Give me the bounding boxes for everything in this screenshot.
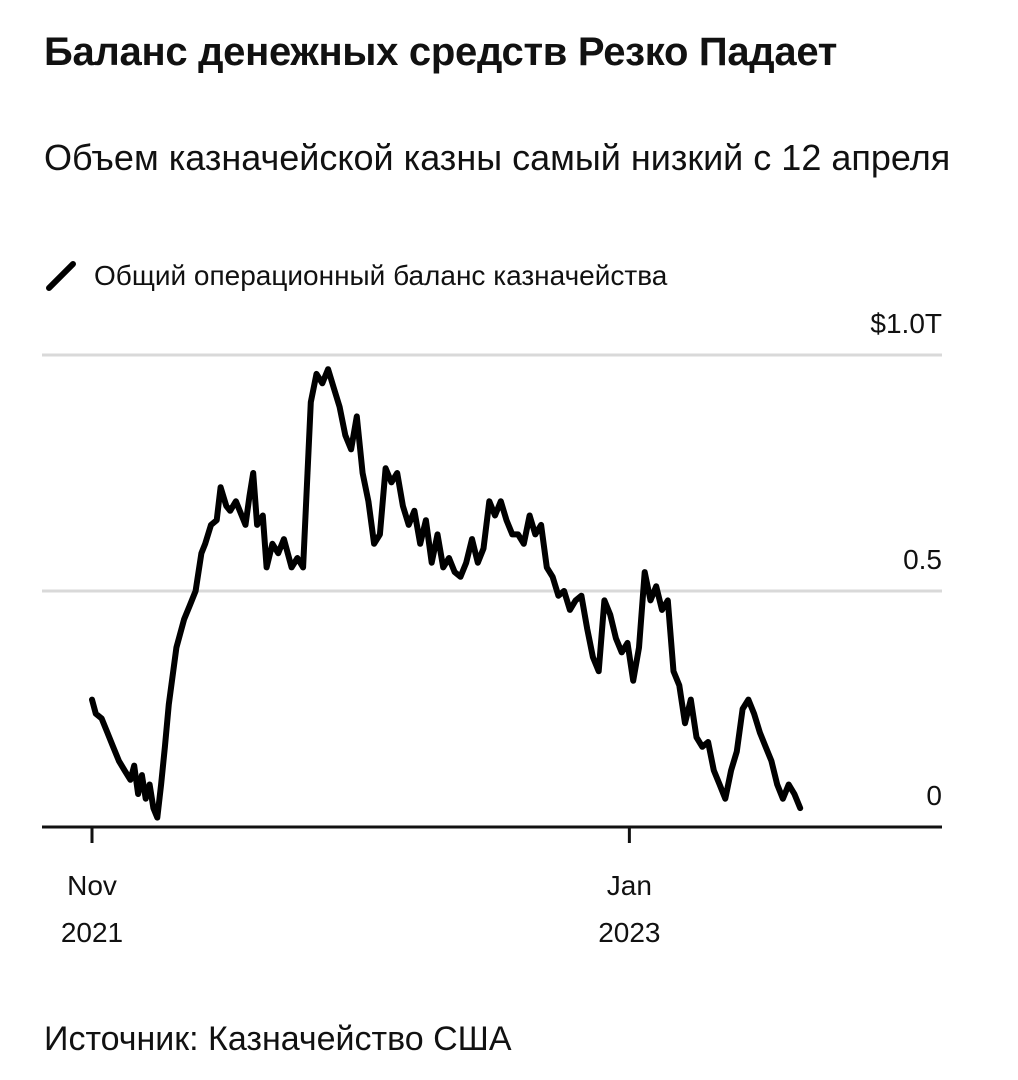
y-tick-label: 0.5 bbox=[903, 544, 942, 575]
x-tick-label: Nov bbox=[67, 870, 117, 901]
series-line bbox=[89, 366, 804, 821]
x-tick-label: 2023 bbox=[598, 917, 660, 948]
x-tick-label: Jan bbox=[607, 870, 652, 901]
source-note: Источник: Казначейство США bbox=[44, 1020, 512, 1058]
y-tick-label: 0 bbox=[926, 780, 942, 811]
legend: Общий операционный баланс казначейства bbox=[44, 256, 667, 296]
chart-subtitle: Объем казначейской казны самый низкий с … bbox=[44, 137, 951, 178]
chart-title: Баланс денежных средств Резко Падает bbox=[44, 30, 838, 74]
legend-label: Общий операционный баланс казначейства bbox=[94, 260, 668, 291]
line-swatch-icon bbox=[46, 261, 76, 291]
line-chart: $1.0T 0.5 0 Nov 2021 Jan 2023 bbox=[42, 308, 942, 948]
x-tick-label: 2021 bbox=[61, 917, 123, 948]
y-tick-label: $1.0T bbox=[870, 308, 942, 339]
